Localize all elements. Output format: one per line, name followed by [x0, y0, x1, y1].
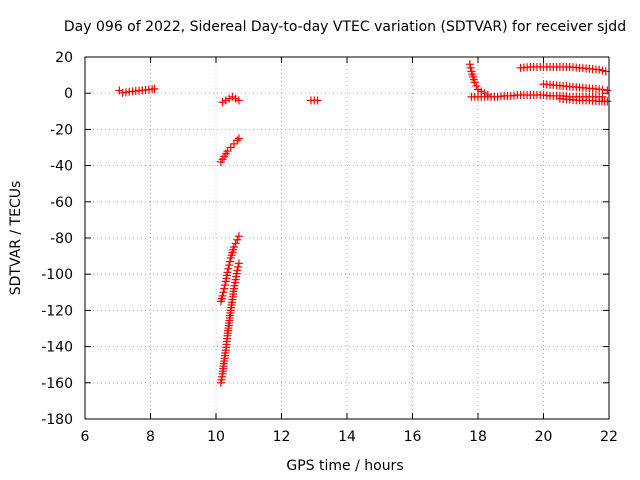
- x-tick-label: 18: [469, 429, 487, 445]
- data-point: [225, 261, 234, 270]
- y-tick-label: 20: [55, 50, 73, 66]
- data-point: [601, 67, 610, 76]
- data-point: [234, 262, 243, 271]
- data-point: [220, 284, 229, 293]
- y-tick-label: -40: [50, 159, 73, 175]
- data-point: [595, 65, 604, 74]
- x-tick-label: 6: [81, 429, 90, 445]
- data-point: [233, 235, 242, 244]
- y-tick-label: -100: [41, 267, 73, 283]
- data-point: [221, 96, 230, 105]
- data-point: [223, 147, 232, 156]
- y-tick-label: -20: [50, 122, 73, 138]
- data-point: [230, 243, 239, 252]
- plot-frame: [84, 56, 610, 420]
- data-point: [228, 92, 237, 101]
- data-point: [223, 268, 232, 277]
- data-point: [230, 139, 239, 148]
- data-point: [603, 86, 612, 95]
- data-point: [465, 60, 474, 69]
- data-point: [313, 96, 322, 105]
- data-point: [598, 85, 607, 94]
- grid-layer: [85, 57, 609, 419]
- chart-title: Day 096 of 2022, Sidereal Day-to-day VTE…: [64, 19, 626, 35]
- data-point: [470, 78, 479, 87]
- data-point: [233, 136, 242, 145]
- y-tick-label: -180: [41, 412, 73, 428]
- data-point: [598, 66, 607, 75]
- data-point: [233, 266, 242, 275]
- data-point: [218, 98, 227, 107]
- x-tick-label: 12: [273, 429, 291, 445]
- y-tick-label: -140: [41, 340, 73, 356]
- data-marks: [115, 60, 612, 387]
- y-tick-label: -80: [50, 231, 73, 247]
- x-tick-label: 10: [207, 429, 225, 445]
- data-point: [472, 81, 481, 90]
- y-tick-label: -120: [41, 303, 73, 319]
- data-point: [221, 281, 230, 290]
- x-axis-label: GPS time / hours: [286, 458, 403, 474]
- data-point: [234, 134, 243, 143]
- data-point: [218, 291, 227, 300]
- y-tick-label: -60: [50, 195, 73, 211]
- data-point: [234, 232, 243, 241]
- data-point: [231, 94, 240, 103]
- y-tick-label: -160: [41, 376, 73, 392]
- data-point: [231, 239, 240, 248]
- x-tick-label: 16: [404, 429, 422, 445]
- x-tick-label: 8: [146, 429, 155, 445]
- data-point: [474, 85, 482, 94]
- data-point: [225, 257, 234, 266]
- y-axis-label: SDTVAR / TECUs: [8, 181, 24, 296]
- data-point: [226, 143, 235, 152]
- data-point: [234, 259, 243, 268]
- data-point: [234, 96, 243, 105]
- data-point: [603, 97, 612, 106]
- tick-layer: 6 8 10 12 14 16 18 20 22 20 0 -20 -40 -60 -80 -100 -120 -…: [41, 50, 618, 445]
- x-tick-label: 22: [600, 429, 618, 445]
- data-point: [466, 63, 475, 72]
- data-point: [150, 84, 159, 93]
- x-tick-label: 14: [338, 429, 356, 445]
- x-tick-label: 20: [535, 429, 553, 445]
- data-point: [219, 288, 228, 297]
- y-tick-label: 0: [64, 86, 73, 102]
- data-point: [224, 264, 233, 273]
